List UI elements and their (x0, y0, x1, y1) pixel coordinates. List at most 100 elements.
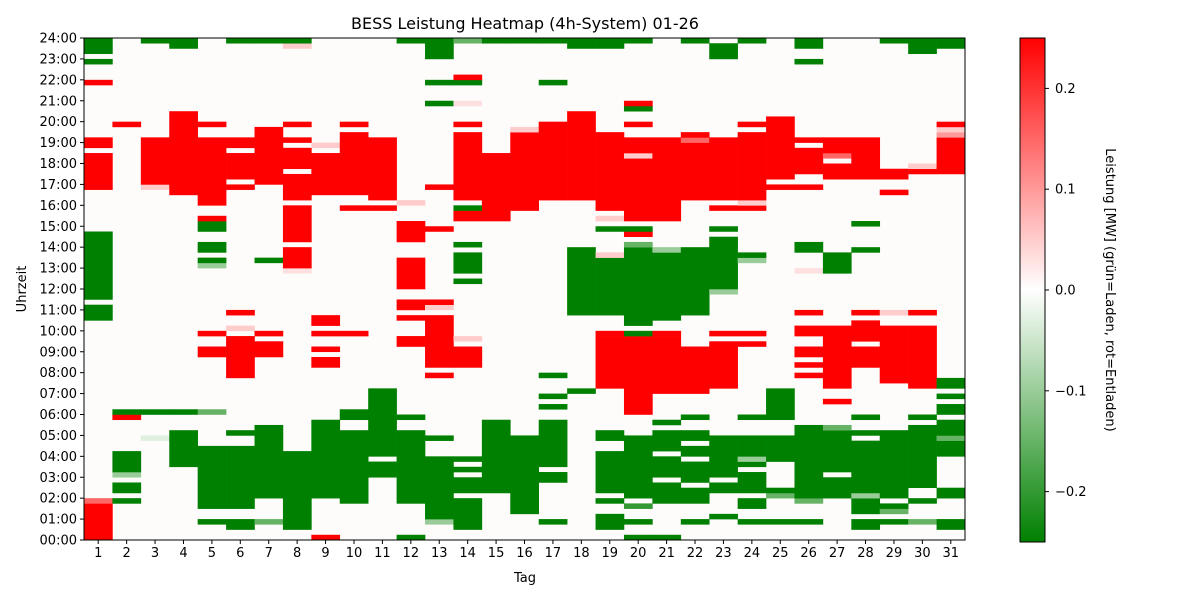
heatmap-cell (538, 404, 568, 410)
heatmap-cell (453, 456, 483, 462)
heatmap-cell (936, 440, 966, 457)
heatmap-cell (822, 153, 852, 159)
heatmap-cell (794, 346, 824, 358)
heatmap-cell (425, 184, 454, 190)
x-tick-label: 29 (886, 546, 903, 561)
heatmap-cell (822, 430, 852, 473)
heatmap-cell (737, 132, 767, 201)
heatmap-cell (766, 487, 795, 494)
heatmap-cell (84, 231, 113, 300)
heatmap-cell (680, 519, 710, 525)
x-tick-label: 15 (488, 546, 505, 561)
y-tick-label: 13:00 (40, 262, 77, 277)
heatmap-cell (425, 100, 454, 107)
x-tick-label: 12 (403, 546, 420, 561)
heatmap-cell (453, 477, 483, 494)
heatmap-cell (652, 534, 682, 541)
heatmap-cell (623, 330, 653, 337)
heatmap-cell (680, 346, 710, 394)
heatmap-cell (368, 461, 397, 478)
heatmap-cell (709, 482, 738, 494)
colorbar-tick-label: −0.1 (1055, 384, 1087, 399)
heatmap-cell (140, 184, 170, 190)
heatmap-cell (623, 247, 653, 326)
heatmap-cell (851, 247, 881, 253)
heatmap-cell (169, 430, 198, 468)
heatmap-cell (737, 519, 767, 525)
heatmap-cell (879, 189, 909, 196)
heatmap-cell (652, 252, 682, 321)
heatmap-cell (623, 100, 653, 107)
heatmap-cell (794, 498, 824, 504)
heatmap-cell (453, 278, 483, 285)
heatmap-cell (197, 215, 227, 222)
heatmap-cell (226, 184, 255, 190)
heatmap-cell (908, 163, 937, 170)
heatmap-cell (425, 372, 454, 379)
heatmap-cell (908, 414, 937, 421)
y-tick-label: 02:00 (40, 492, 77, 507)
heatmap-cell (851, 498, 881, 515)
y-tick-label: 01:00 (40, 513, 77, 528)
y-axis-label: Uhrzeit (15, 266, 30, 313)
heatmap-cell (623, 137, 653, 154)
heatmap-cell (595, 257, 625, 316)
heatmap-cell (396, 534, 426, 541)
heatmap-cell (339, 132, 369, 196)
x-tick-label: 4 (179, 546, 187, 561)
y-tick-label: 24:00 (40, 32, 77, 47)
heatmap-cell (567, 388, 596, 394)
heatmap-cell (169, 111, 198, 196)
heatmap-cell (822, 477, 852, 499)
heatmap-cell (425, 43, 454, 60)
heatmap-cell (879, 508, 909, 515)
heatmap-cell (908, 38, 937, 54)
heatmap-cell (453, 252, 483, 274)
heatmap-cell (737, 121, 767, 128)
colorbar-tick-label: 0.0 (1055, 284, 1076, 299)
heatmap-cell (453, 210, 483, 222)
x-tick-label: 22 (687, 546, 704, 561)
heatmap-cell (226, 38, 255, 44)
heatmap-cell (794, 309, 824, 316)
heatmap-cell (680, 414, 710, 421)
heatmap-cell (680, 137, 710, 143)
heatmap-cell (936, 487, 966, 499)
heatmap-cell (453, 336, 483, 342)
y-tick-label: 06:00 (40, 408, 77, 423)
x-tick-label: 18 (573, 546, 590, 561)
heatmap-cell (339, 205, 369, 211)
heatmap-cell (908, 168, 937, 175)
heatmap-cell (936, 121, 966, 128)
heatmap-cell (794, 184, 824, 190)
x-tick-label: 31 (943, 546, 960, 561)
heatmap-cell (112, 121, 142, 128)
heatmap-cell (197, 409, 227, 415)
chart-title: BESS Leistung Heatmap (4h-System) 01-26 (351, 14, 699, 33)
heatmap-cell (680, 461, 710, 483)
heatmap-cell (851, 492, 881, 499)
y-tick-label: 11:00 (40, 303, 77, 318)
heatmap-cell (908, 519, 937, 525)
heatmap-cell (169, 409, 198, 415)
heatmap-cell (538, 79, 568, 86)
heatmap-cell (510, 132, 540, 211)
heatmap-cell (652, 456, 682, 478)
y-tick-label: 21:00 (40, 94, 77, 109)
heatmap-cell (84, 153, 113, 190)
heatmap-cell (197, 137, 227, 206)
heatmap-cell (623, 336, 653, 415)
heatmap-cell (595, 215, 625, 222)
heatmap-cell (595, 498, 625, 504)
heatmap-cell (936, 377, 966, 389)
x-tick-label: 26 (800, 546, 817, 561)
x-tick-label: 20 (630, 546, 647, 561)
heatmap-cell (652, 419, 682, 426)
heatmap-cell (766, 519, 795, 525)
heatmap-cell (851, 440, 881, 494)
x-tick-label: 24 (744, 546, 761, 561)
heatmap-cell (453, 121, 483, 128)
heatmap-cell (737, 498, 767, 509)
heatmap-cell (794, 325, 824, 337)
